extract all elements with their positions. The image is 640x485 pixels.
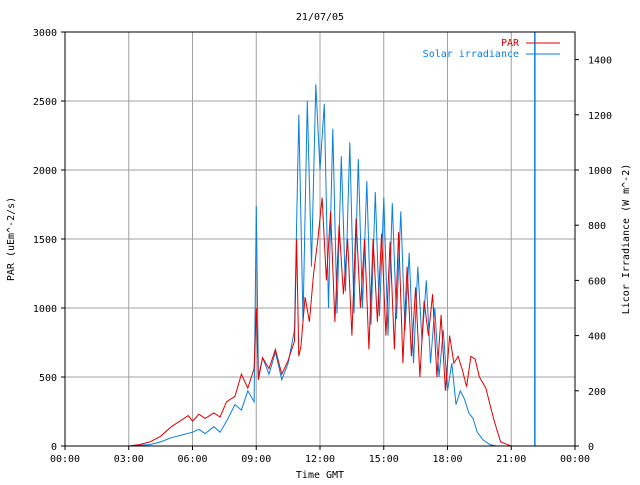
- x-tick-label: 00:00: [560, 454, 590, 465]
- y-tick-left-label: 0: [51, 442, 57, 453]
- y-tick-right-label: 1200: [588, 111, 612, 122]
- x-tick-label: 06:00: [177, 454, 207, 465]
- y-tick-right-label: 0: [588, 442, 594, 453]
- y-tick-left-label: 2500: [33, 97, 57, 108]
- y-tick-left-label: 2000: [33, 166, 57, 177]
- x-tick-label: 03:00: [114, 454, 144, 465]
- y-tick-left-label: 500: [39, 373, 57, 384]
- y-tick-right-label: 1400: [588, 56, 612, 67]
- x-tick-label: 21:00: [496, 454, 526, 465]
- series-par-line: [65, 197, 575, 447]
- x-tick-label: 18:00: [432, 454, 462, 465]
- legend: PAR Solar irradiance: [423, 38, 560, 60]
- y-tick-right-label: 600: [588, 276, 606, 287]
- x-tick-label: 12:00: [305, 454, 335, 465]
- y-tick-right-label: 1000: [588, 166, 612, 177]
- x-tick-label: 09:00: [241, 454, 271, 465]
- grid: [65, 32, 575, 446]
- x-tick-label: 00:00: [50, 454, 80, 465]
- chart-title: 21/07/05: [296, 12, 344, 23]
- y-tick-left-label: 1500: [33, 235, 57, 246]
- y-axis-left-label: PAR (uEm^-2/s): [6, 197, 17, 281]
- series-group: [65, 31, 575, 447]
- y-tick-right-label: 200: [588, 387, 606, 398]
- y-tick-left-label: 3000: [33, 28, 57, 39]
- x-tick-label: 15:00: [369, 454, 399, 465]
- y-tick-right-label: 400: [588, 332, 606, 343]
- x-ticks: 00:00 03:00 06:00 09:00 12:00 15:00 18:00 21:00…: [50, 446, 590, 465]
- y-tick-left-label: 1000: [33, 304, 57, 315]
- y-axis-right-label: Licor Irradiance (W m^-2): [621, 164, 632, 315]
- y-tick-right-label: 800: [588, 221, 606, 232]
- y-ticks-left: 0 500 1000 1500 2000 2500 3000: [33, 28, 65, 453]
- y-ticks-right: 0 200 400 600 800 1000 1200 1400: [575, 56, 612, 453]
- legend-label-par: PAR: [501, 38, 520, 49]
- x-axis-label: Time GMT: [296, 470, 344, 480]
- legend-label-solar: Solar irradiance: [423, 49, 519, 60]
- series-solar-irradiance-line: [65, 31, 575, 447]
